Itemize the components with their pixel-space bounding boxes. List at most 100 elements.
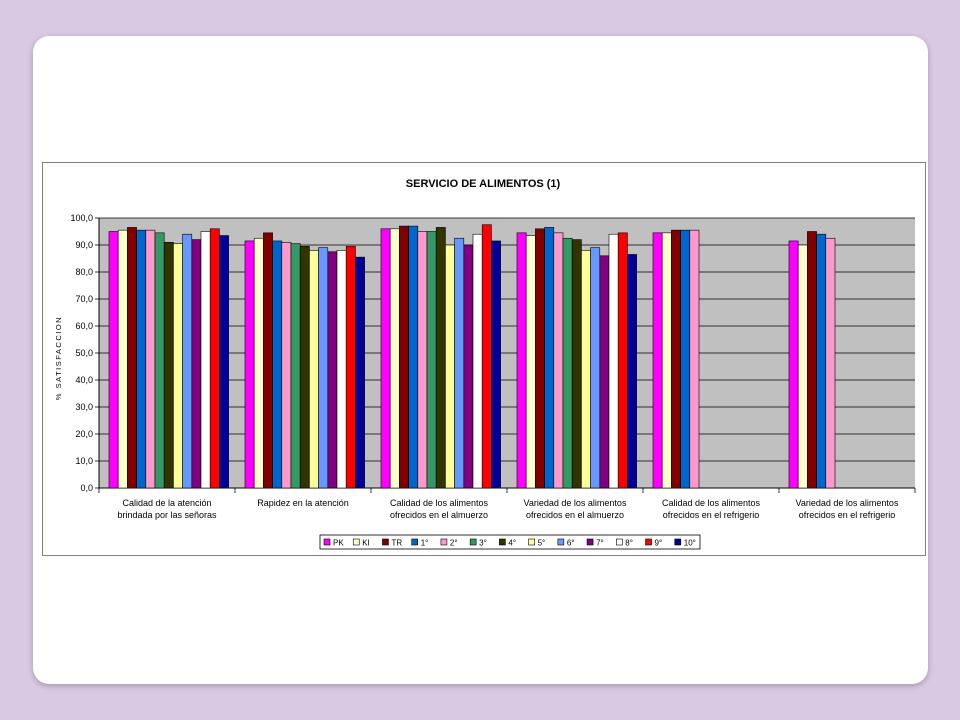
x-tick-label: Variedad de los alimentos (796, 498, 899, 508)
bar (399, 225, 409, 489)
legend-label: 9° (655, 539, 663, 548)
x-tick-label: brindada por las señoras (117, 510, 217, 520)
bar (825, 237, 836, 489)
bar (553, 232, 564, 489)
bar (336, 250, 347, 489)
legend-label: 3° (479, 539, 487, 548)
legend-swatch (352, 538, 360, 546)
x-tick-label: ofrecidos en el almuerzo (526, 510, 624, 520)
y-tick-label: 70,0 (75, 294, 93, 304)
bar (389, 228, 400, 489)
legend-label: 5° (538, 539, 546, 548)
bar (127, 227, 137, 489)
bar (327, 251, 338, 489)
bar (191, 239, 202, 489)
bar (345, 246, 356, 489)
x-tick-label: Rapidez en la atención (257, 498, 349, 508)
bar (525, 235, 536, 489)
bar (689, 229, 700, 489)
bar (209, 228, 220, 489)
bar (272, 240, 283, 489)
bar (136, 229, 147, 489)
legend-swatch (323, 538, 331, 546)
bar (182, 233, 193, 489)
bar (244, 240, 255, 489)
bar (680, 229, 691, 489)
y-tick-label: 90,0 (75, 240, 93, 250)
y-tick-label: 100,0 (70, 213, 93, 223)
bar (380, 228, 391, 489)
legend-swatch (440, 538, 448, 546)
bar (108, 231, 119, 489)
bar (445, 244, 455, 489)
bar (581, 250, 591, 489)
bar (426, 231, 437, 489)
bar (163, 242, 174, 489)
bar (253, 237, 264, 489)
bar (599, 255, 610, 489)
bar-chart: SERVICIO DE ALIMENTOS (1) % SATISFACCION… (54, 178, 916, 550)
bar (263, 232, 273, 489)
bar (454, 237, 465, 489)
x-tick-label: ofrecidos en el refrigerio (663, 510, 760, 520)
bar (219, 235, 229, 489)
bar (516, 232, 527, 489)
bar (807, 231, 817, 489)
y-tick-label: 10,0 (75, 456, 93, 466)
y-tick-label: 60,0 (75, 321, 93, 331)
bar (816, 233, 827, 489)
bar (117, 229, 128, 489)
bar (299, 246, 310, 489)
legend-label: 4° (508, 539, 516, 548)
legend-label: 10° (684, 539, 696, 548)
bar (463, 244, 474, 489)
chart-title: SERVICIO DE ALIMENTOS (1) (406, 178, 561, 190)
bar (309, 250, 319, 489)
y-tick-label: 80,0 (75, 267, 93, 277)
bar (797, 244, 808, 489)
bar (145, 229, 156, 489)
x-tick-label: Variedad de los alimentos (524, 498, 627, 508)
bar (491, 240, 501, 489)
bar (481, 224, 492, 489)
x-tick-label: Calidad de los alimentos (390, 498, 489, 508)
bar (408, 225, 419, 489)
bar (281, 242, 292, 489)
legend-label: 1° (421, 539, 429, 548)
bar (608, 233, 619, 489)
legend-swatch (616, 538, 623, 546)
bar (417, 231, 428, 489)
legend-swatch (469, 538, 477, 546)
bar (661, 232, 672, 489)
legend-swatch (411, 538, 418, 546)
bar (173, 243, 183, 489)
bar (571, 239, 582, 489)
legend-label: TR (391, 539, 402, 548)
x-tick-label: Calidad de los alimentos (662, 498, 761, 508)
legend-label: 8° (625, 539, 633, 548)
bar (788, 240, 799, 489)
x-tick-label: Calidad de la atención (122, 498, 211, 508)
y-tick-label: 30,0 (75, 402, 93, 412)
legend-label: 7° (596, 539, 604, 548)
legend-swatch (557, 538, 565, 546)
legend-swatch (528, 538, 535, 546)
legend-swatch (645, 538, 652, 546)
bar (535, 228, 545, 489)
bar (562, 237, 573, 489)
legend-box (319, 534, 701, 550)
bar (290, 243, 301, 489)
bar (652, 232, 663, 489)
bar (200, 231, 211, 489)
bar (472, 233, 483, 489)
legend-label: KI (362, 539, 370, 548)
bar (627, 254, 637, 489)
bar (671, 229, 681, 489)
legend-swatch (586, 538, 594, 546)
x-tick-label: ofrecidos en el almuerzo (390, 510, 488, 520)
bar (355, 256, 365, 489)
y-tick-label: 0,0 (80, 483, 93, 493)
bar (590, 247, 601, 489)
legend-swatch (382, 538, 389, 546)
bar (544, 227, 555, 489)
